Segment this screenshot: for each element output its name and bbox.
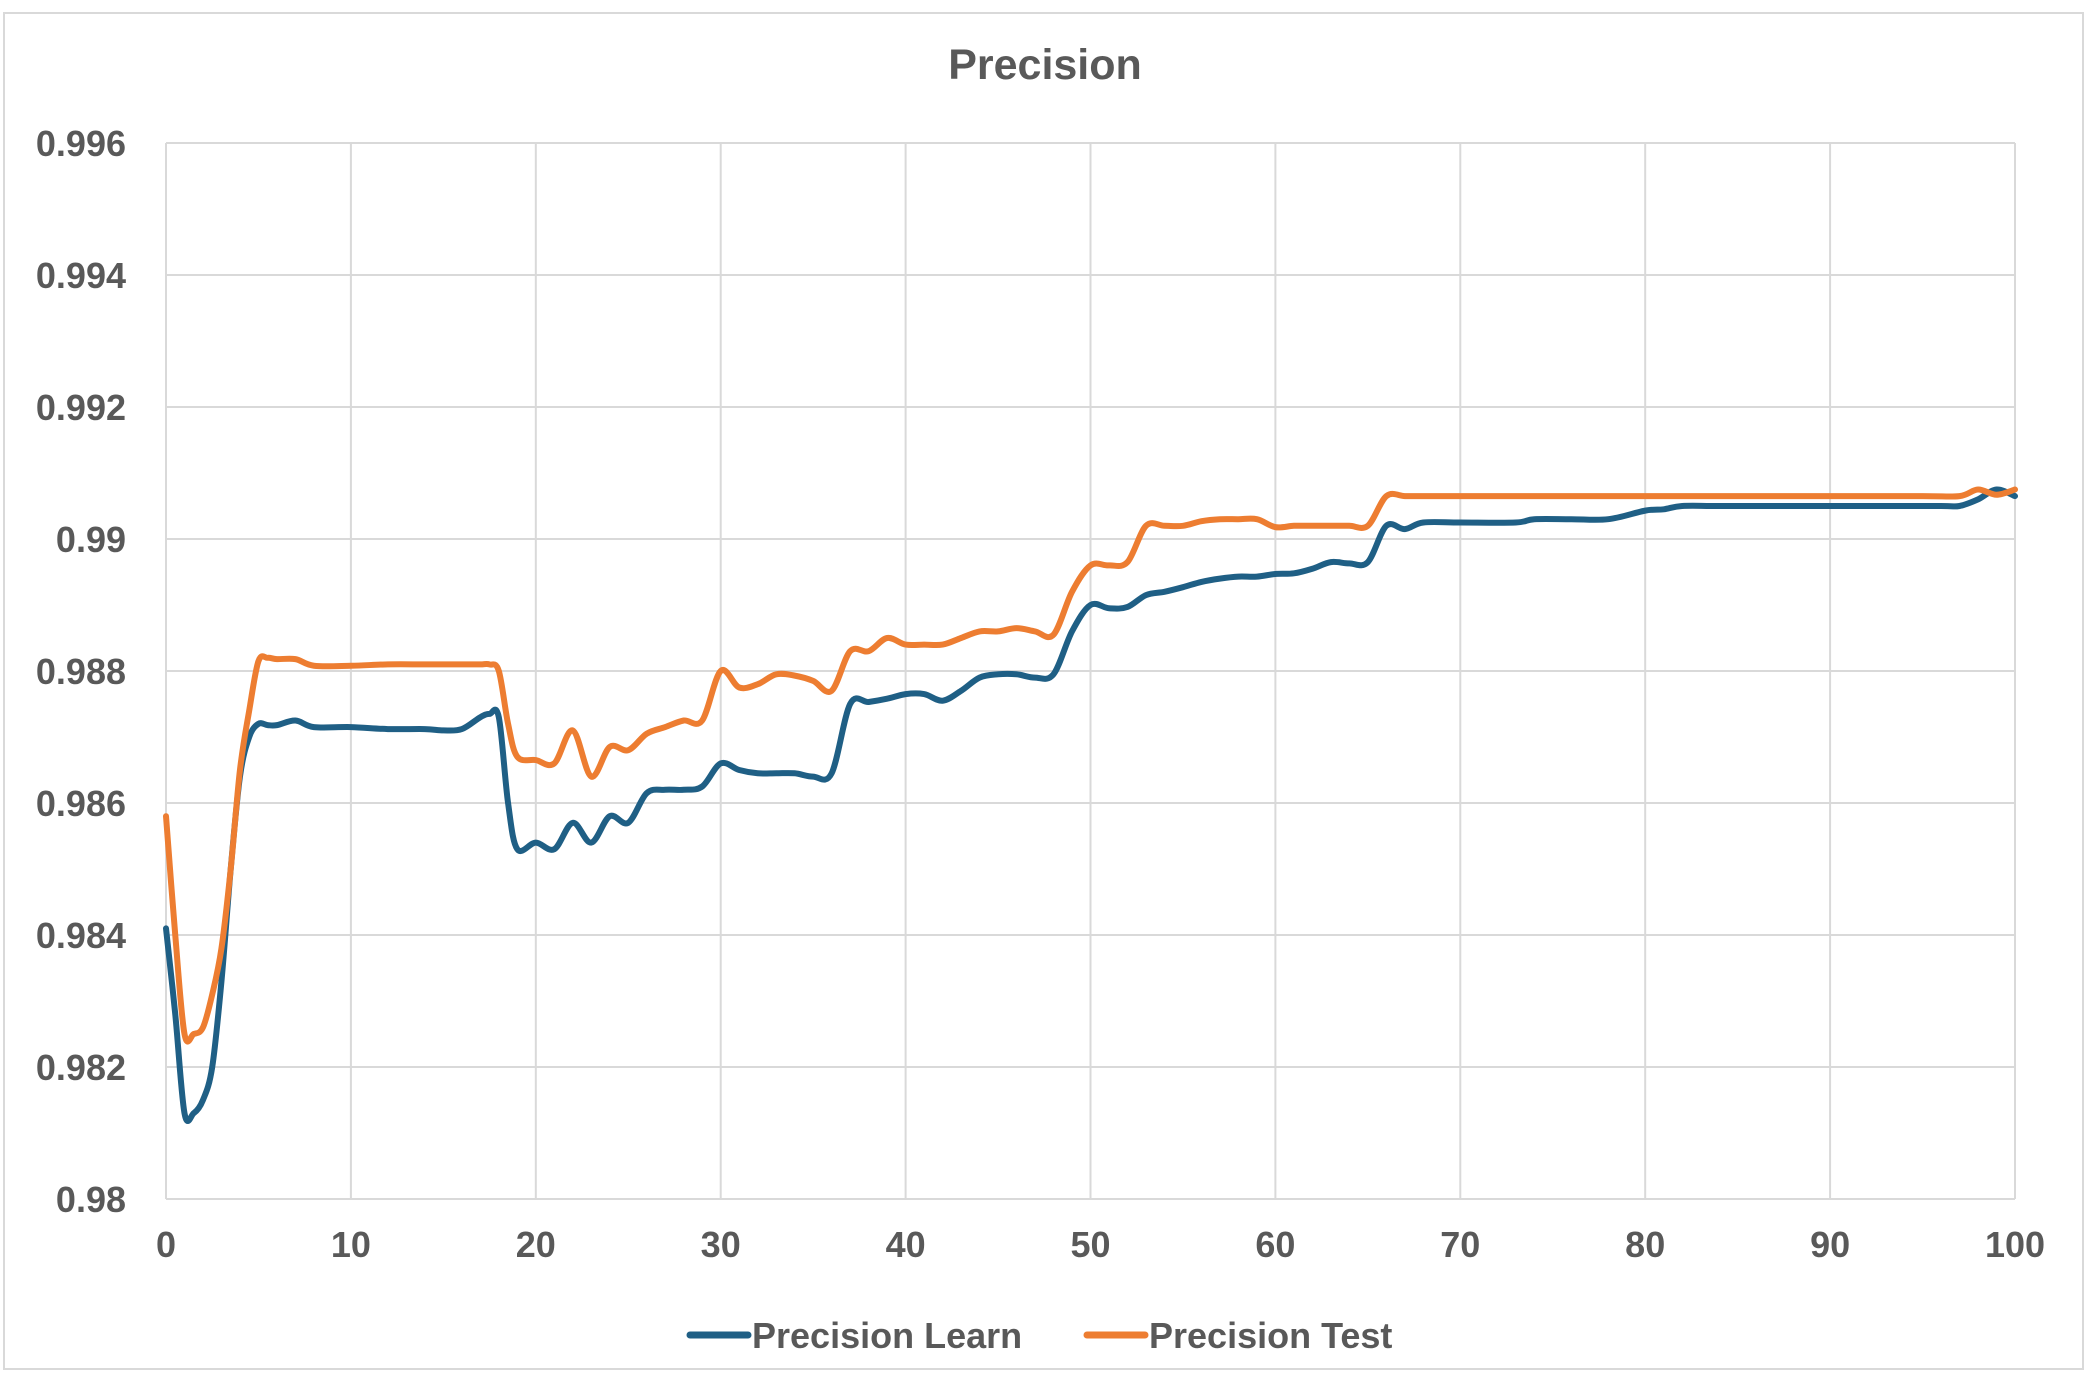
y-tick-label: 0.984: [36, 915, 126, 956]
x-tick-label: 20: [516, 1224, 556, 1265]
series-lines: [163, 486, 2018, 1125]
x-tick-label: 30: [701, 1224, 741, 1265]
x-tick-label: 100: [1985, 1224, 2045, 1265]
y-tick-label: 0.98: [56, 1179, 126, 1220]
series-line-precision-learn: [163, 486, 2018, 1125]
series-line-precision-test: [163, 486, 2018, 1045]
y-tick-label: 0.996: [36, 123, 126, 164]
x-tick-label: 10: [331, 1224, 371, 1265]
x-tick-label: 40: [886, 1224, 926, 1265]
x-tick-label: 50: [1070, 1224, 1110, 1265]
y-tick-label: 0.988: [36, 651, 126, 692]
legend-label-precision-test: Precision Test: [1149, 1315, 1392, 1356]
chart-title: Precision: [948, 41, 1142, 89]
legend-label-precision-learn: Precision Learn: [752, 1315, 1022, 1356]
y-tick-label: 0.992: [36, 387, 126, 428]
y-tick-label: 0.982: [36, 1047, 126, 1088]
x-tick-label: 80: [1625, 1224, 1665, 1265]
x-tick-label: 90: [1810, 1224, 1850, 1265]
y-tick-label: 0.994: [36, 255, 126, 296]
y-tick-label: 0.986: [36, 783, 126, 824]
x-tick-label: 70: [1440, 1224, 1480, 1265]
axes: 0.98 0.982 0.984 0.986 0.988 0.99 0.992 0.994 0.…: [36, 123, 2045, 1265]
x-tick-label: 60: [1255, 1224, 1295, 1265]
chart-border: [3, 12, 2084, 1370]
x-tick-label: 0: [156, 1224, 176, 1265]
y-tick-label: 0.99: [56, 519, 126, 560]
legend: Precision Learn Precision Test: [686, 1315, 1392, 1356]
